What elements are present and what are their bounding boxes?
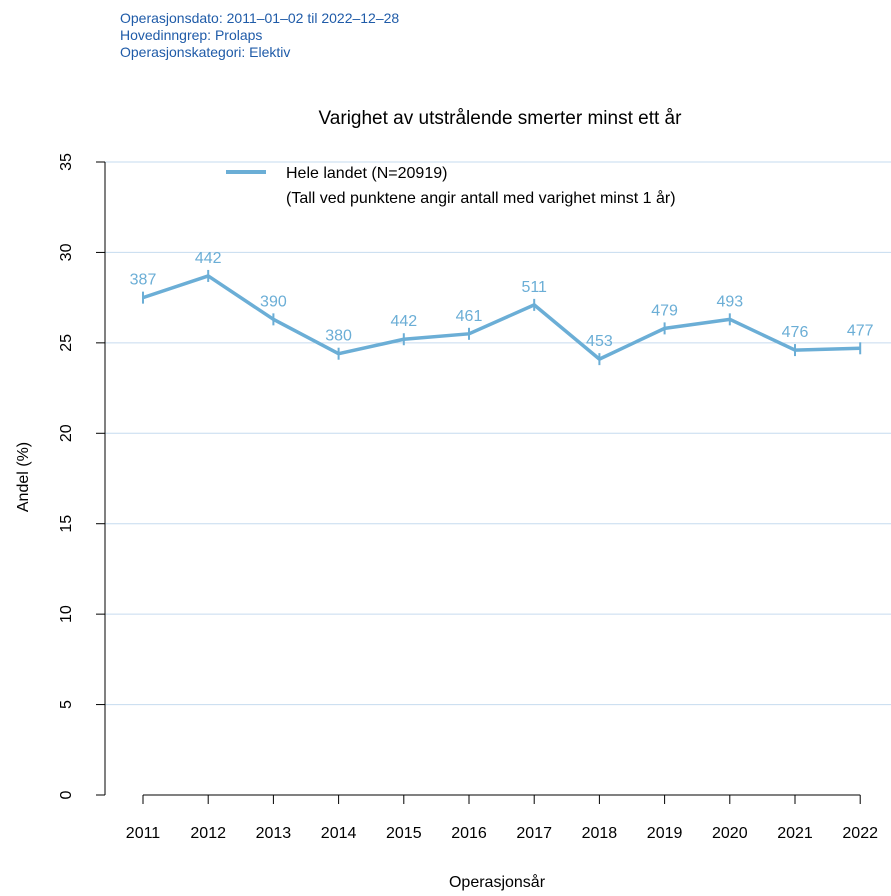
- x-tick-label: 2012: [190, 825, 226, 842]
- legend-label: Hele landet (N=20919): [286, 165, 447, 182]
- data-point-label: 477: [847, 322, 874, 339]
- x-tick-label: 2022: [842, 825, 878, 842]
- x-tick-label: 2016: [451, 825, 487, 842]
- series-line: [142, 274, 861, 361]
- metadata-main-procedure: Hovedinngrep: Prolaps: [120, 27, 263, 43]
- x-tick-label: 2015: [386, 825, 422, 842]
- x-tick-label: 2020: [712, 825, 748, 842]
- metadata-operation-date: Operasjonsdato: 2011–01–02 til 2022–12–2…: [120, 10, 400, 26]
- data-point-label: 479: [651, 302, 678, 319]
- chart-title: Varighet av utstrålende smerter minst et…: [319, 108, 683, 129]
- x-tick-label: 2013: [256, 825, 292, 842]
- data-point-label: 461: [456, 308, 483, 325]
- data-point-label: 390: [260, 293, 287, 310]
- x-tick-label: 2017: [516, 825, 552, 842]
- report-metadata: Operasjonsdato: 2011–01–02 til 2022–12–2…: [120, 10, 399, 61]
- legend-note: (Tall ved punktene angir antall med vari…: [286, 189, 676, 207]
- y-tick-label: 10: [58, 605, 75, 623]
- axes: 0 5 10 15 20 25 30 35 2011 2012 2013 2014 2015 2016 20…: [58, 153, 878, 842]
- data-point-label: 453: [586, 333, 613, 350]
- x-tick-label: 2019: [647, 825, 683, 842]
- y-tick-label: 5: [58, 700, 75, 709]
- x-tick-label: 2018: [582, 825, 618, 842]
- y-tick-label: 30: [58, 243, 75, 261]
- data-point-label: 387: [130, 272, 157, 289]
- gridlines: [105, 161, 891, 706]
- y-tick-label: 15: [58, 515, 75, 533]
- metadata-operation-category: Operasjonskategori: Elektiv: [120, 44, 291, 60]
- y-tick-label: 0: [58, 790, 75, 799]
- x-tick-label: 2014: [321, 825, 357, 842]
- data-point-label: 493: [716, 293, 743, 310]
- y-axis-label: Andel (%): [15, 442, 32, 512]
- y-tick-label: 20: [58, 424, 75, 442]
- data-point-label: 442: [390, 313, 417, 330]
- data-point-label: 511: [521, 279, 547, 296]
- y-tick-label: 25: [58, 334, 75, 352]
- y-tick-label: 35: [58, 153, 75, 171]
- data-point-label: 476: [782, 324, 809, 341]
- x-axis-label: Operasjonsår: [449, 873, 546, 891]
- data-point-label: 442: [195, 250, 222, 267]
- series-layer: 387 442 390 380 442 461 511 453 479 493 476 477: [130, 250, 874, 366]
- x-tick-label: 2021: [777, 825, 813, 842]
- legend: Hele landet (N=20919) (Tall ved punktene…: [226, 165, 676, 207]
- data-point-label: 380: [325, 328, 352, 345]
- x-tick-label: 2011: [126, 825, 161, 842]
